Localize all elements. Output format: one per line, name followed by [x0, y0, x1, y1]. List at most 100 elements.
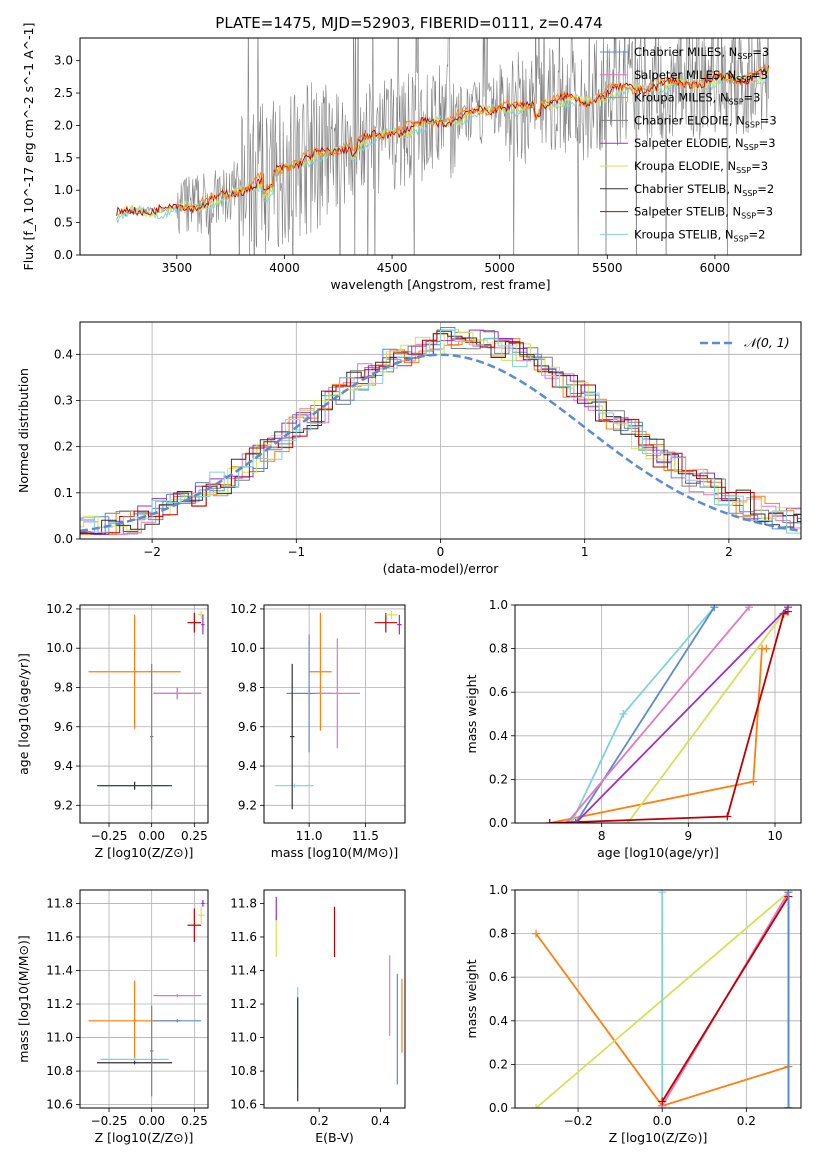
- x-tick-label: 4000: [269, 261, 300, 275]
- y-axis-label: age [log10(age/yr)]: [16, 653, 31, 775]
- y-tick-label: 9.8: [54, 680, 73, 694]
- axes-frame: [79, 604, 209, 824]
- hist-salpeter-stelib: [80, 330, 801, 535]
- marker-chabrier-miles: [784, 1104, 793, 1108]
- legend-value: =3: [751, 68, 768, 82]
- legend-label: Chabrier STELIB, NSSP=2: [634, 182, 774, 198]
- y-tick-label: 11.6: [230, 930, 257, 944]
- y-tick-label: 11.8: [230, 896, 257, 910]
- x-tick-label: 0.4: [371, 1114, 390, 1128]
- weight-lines: [545, 605, 792, 823]
- y-tick-label: 10.0: [46, 641, 73, 655]
- legend-label: Salpeter MILES, NSSP=3: [634, 68, 768, 84]
- line-chabrier-miles: [574, 606, 716, 823]
- marker-kroupa-miles: [749, 777, 758, 786]
- x-tick-label: 3500: [162, 261, 193, 275]
- y-tick-label: 0.2: [489, 1057, 508, 1071]
- legend-value: =2: [757, 182, 774, 196]
- y-tick-label: 0.3: [54, 393, 73, 407]
- histograms: [80, 327, 801, 535]
- x-axis-label: (data-model)/error: [383, 561, 500, 576]
- x-axis-label: Z [log10(Z/Z⊙)]: [95, 1130, 194, 1145]
- y-tick-label: 9.6: [54, 720, 73, 734]
- y-tick-label: 10.0: [230, 641, 257, 655]
- y-tick-label: 11.0: [46, 1031, 73, 1045]
- marker-kroupa-stelib: [658, 890, 667, 897]
- x-tick-label: 1: [581, 545, 589, 559]
- x-axis-label: E(B-V): [315, 1130, 354, 1145]
- x-tick-label: 0.2: [310, 1114, 329, 1128]
- y-axis-label: mass weight: [464, 674, 479, 753]
- panel-spectrum: 3500 4000 4500 5000 5500 6000 0.0 0.5 1.0 1.5 2.0 2…: [21, 23, 802, 292]
- axes-frame: [79, 889, 209, 1109]
- x-tick-label: 0.00: [138, 829, 165, 843]
- x-tick-label: 6000: [700, 261, 731, 275]
- legend-subscript: SSP: [736, 166, 751, 175]
- marker-salpeter-stelib: [545, 819, 554, 823]
- marker-kroupa-miles: [762, 644, 771, 653]
- x-tick-label: 9: [685, 829, 693, 843]
- x-tick-label: 10: [767, 829, 782, 843]
- spectrum-lines: [116, 38, 770, 255]
- legend-value: =2: [749, 227, 766, 241]
- y-tick-label: 10.8: [46, 1064, 73, 1078]
- figure-title: PLATE=1475, MJD=52903, FIBERID=0111, z=0…: [215, 14, 602, 32]
- y-tick-label: 1.0: [489, 883, 508, 897]
- x-tick-label: −0.25: [91, 1114, 128, 1128]
- y-tick-label: 0.8: [489, 927, 508, 941]
- y-tick-label: 0.0: [489, 816, 508, 830]
- y-tick-label: 0.6: [489, 685, 508, 699]
- marker-salpeter-stelib: [658, 1097, 667, 1106]
- legend-subscript: SSP: [737, 52, 752, 61]
- y-tick-label: 1.0: [489, 598, 508, 612]
- y-tick-label: 0.0: [489, 1101, 508, 1115]
- x-tick-label: 11.0: [296, 829, 323, 843]
- legend-subscript: SSP: [745, 120, 760, 129]
- line-salpeter-stelib: [661, 893, 790, 1108]
- panel-mass-vs-EBV: 0.2 0.4 10.6 10.8 11.0 11.2 11.4 11.6 11.8 E(B-V): [230, 889, 406, 1145]
- x-axis-label: wavelength [Angstrom, rest frame]: [330, 277, 550, 292]
- hist-chabrier-stelib: [80, 333, 801, 534]
- legend-label: Salpeter STELIB, NSSP=3: [634, 205, 773, 221]
- panel-age-vs-Z: −0.25 0.00 0.25 9.2 9.4 9.6 9.8 10.0 10.2 Z [log1…: [16, 602, 209, 860]
- y-tick-label: 1.5: [54, 151, 73, 165]
- y-tick-label: 10.2: [46, 602, 73, 616]
- x-tick-label: 2: [725, 545, 733, 559]
- panel-age-vs-mass: 11.0 11.5 9.2 9.4 9.6 9.8 10.0 10.2 mass [log10(…: [230, 602, 406, 860]
- y-tick-label: 10.8: [230, 1064, 257, 1078]
- panel-residuals: −2 −1 0 1 2 0.0 0.1 0.2 0.3 0.4 (data-model)/error…: [16, 321, 802, 576]
- marker-chabrier-miles: [710, 605, 719, 612]
- y-tick-label: 0.8: [489, 642, 508, 656]
- legend-subscript: SSP: [742, 189, 757, 198]
- x-tick-label: −0.25: [91, 829, 128, 843]
- x-tick-label: −1: [287, 545, 305, 559]
- y-tick-label: 11.2: [230, 997, 257, 1011]
- legend: Chabrier MILES, NSSP=3 Salpeter MILES, NS…: [600, 45, 777, 243]
- panel-mass-weight-vs-Z: −0.2 0.0 0.2 0.0 0.2 0.4 0.6 0.8 1.0 Z [log10(Z/Z…: [464, 883, 802, 1145]
- legend-value: =3: [759, 136, 776, 150]
- y-axis-label: Flux [f_λ 10^-17 erg cm^-2 s^-1 A^-1]: [21, 23, 36, 271]
- x-tick-label: 0.25: [181, 829, 208, 843]
- legend-label: 𝒩(0, 1): [744, 335, 790, 350]
- y-tick-label: 3.0: [54, 54, 73, 68]
- x-tick-label: 8: [598, 829, 606, 843]
- y-tick-label: 9.6: [238, 720, 257, 734]
- x-tick-label: −2: [143, 545, 161, 559]
- y-tick-label: 11.8: [46, 896, 73, 910]
- y-tick-label: 0.0: [54, 248, 73, 262]
- x-tick-label: 0.0: [653, 1114, 672, 1128]
- legend-label: Kroupa ELODIE, NSSP=3: [634, 159, 768, 175]
- y-tick-label: 0.5: [54, 216, 73, 230]
- line-salpeter-miles: [566, 606, 750, 823]
- x-tick-label: 11.5: [352, 829, 379, 843]
- y-tick-label: 9.8: [238, 680, 257, 694]
- y-tick-label: 0.1: [54, 486, 73, 500]
- legend-label: Salpeter ELODIE, NSSP=3: [634, 136, 776, 152]
- legend-label: Chabrier ELODIE, NSSP=3: [634, 113, 777, 129]
- marker-salpeter-elodie: [571, 819, 580, 823]
- x-tick-label: −0.2: [564, 1114, 593, 1128]
- y-tick-label: 11.4: [46, 963, 73, 977]
- axes-frame: [263, 889, 406, 1109]
- observed-spectrum: [116, 38, 769, 255]
- legend-subscript: SSP: [734, 234, 749, 243]
